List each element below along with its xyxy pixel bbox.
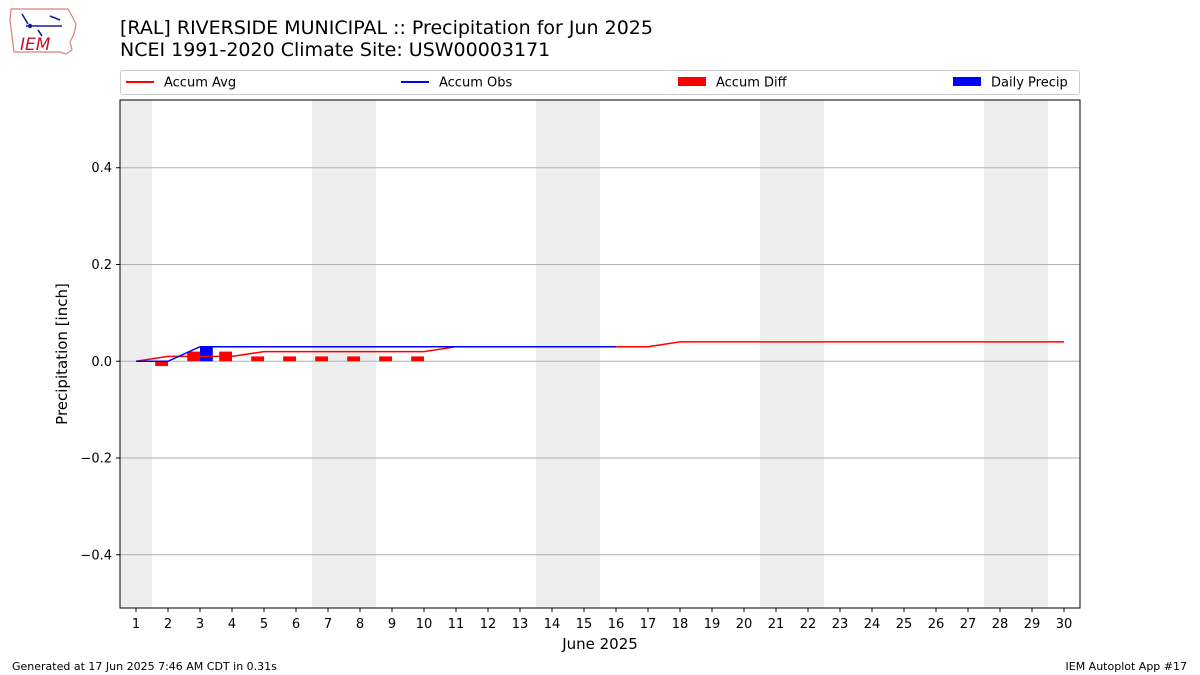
plot-frame <box>119 99 1081 609</box>
legend-label-3: Daily Precip <box>991 76 1068 91</box>
x-tick-label-12: 13 <box>512 617 529 632</box>
x-tick-label-6: 7 <box>324 617 332 632</box>
accum-diff-bar-3 <box>251 356 264 362</box>
footer-generated: Generated at 17 Jun 2025 7:46 AM CDT in … <box>12 660 277 673</box>
y-tick-label-3: 0.2 <box>91 258 112 273</box>
lines <box>135 341 1064 363</box>
weekend-shading <box>120 100 1048 608</box>
x-tick-label-21: 22 <box>800 617 817 632</box>
y-axis-label: Precipitation [inch] <box>53 283 71 425</box>
x-tick-label-2: 3 <box>196 617 204 632</box>
title-line-1: [RAL] RIVERSIDE MUNICIPAL :: Precipitati… <box>120 17 653 39</box>
weekend-band-1 <box>312 100 376 608</box>
x-tick-label-22: 23 <box>832 617 849 632</box>
logo-text: IEM <box>20 35 51 55</box>
x-tick-label-28: 29 <box>1024 617 1041 632</box>
y-tick-label-4: 0.4 <box>91 161 112 176</box>
legend-label-0: Accum Avg <box>164 76 236 91</box>
title-line-2: NCEI 1991-2020 Climate Site: USW00003171 <box>120 39 551 61</box>
daily-precip-bar-0 <box>200 346 213 362</box>
x-tick-label-3: 4 <box>228 617 236 632</box>
accum-diff-bar-6 <box>347 356 360 362</box>
x-tick-label-24: 25 <box>896 617 913 632</box>
legend-swatch-3 <box>953 77 981 86</box>
x-axis-label: June 2025 <box>561 635 638 653</box>
x-tick-label-4: 5 <box>260 617 268 632</box>
x-tick-label-0: 1 <box>132 617 140 632</box>
y-tick-label-2: 0.0 <box>91 355 112 370</box>
x-tick-label-26: 27 <box>960 617 977 632</box>
x-tick-label-10: 11 <box>448 617 465 632</box>
x-tick-label-25: 26 <box>928 617 945 632</box>
legend: Accum Avg Accum Obs Accum Diff Daily Precip <box>120 70 1080 95</box>
x-tick-label-9: 10 <box>416 617 433 632</box>
accum-diff-bar-5 <box>315 356 328 362</box>
x-tick-label-17: 18 <box>672 617 689 632</box>
accum-obs-line <box>136 345 616 363</box>
iem-logo: IEM <box>9 8 77 55</box>
x-tick-label-20: 21 <box>768 617 785 632</box>
x-tick-label-7: 8 <box>356 617 364 632</box>
x-tick-label-5: 6 <box>292 617 300 632</box>
x-tick-label-27: 28 <box>992 617 1009 632</box>
x-tick-label-11: 12 <box>480 617 497 632</box>
x-tick-label-1: 2 <box>164 617 172 632</box>
chart-title: [RAL] RIVERSIDE MUNICIPAL :: Precipitati… <box>120 17 653 61</box>
x-axis: 1 2 3 4 5 6 7 8 9 10 11 12 13 14 15 16 17 18 19 20 21 22 23 24 2… <box>132 608 1072 632</box>
x-tick-label-23: 24 <box>864 617 881 632</box>
accum-diff-bar-7 <box>379 356 392 362</box>
weekend-band-3 <box>760 100 824 608</box>
accum-diff-bar-0 <box>155 361 168 367</box>
y-axis: −0.4 −0.2 0.0 0.2 0.4 <box>80 161 120 563</box>
y-tick-label-0: −0.4 <box>80 548 112 563</box>
legend-box <box>120 70 1080 95</box>
footer-app: IEM Autoplot App #17 <box>1065 660 1188 673</box>
x-tick-label-19: 20 <box>736 617 753 632</box>
x-tick-label-14: 15 <box>576 617 593 632</box>
x-tick-label-18: 19 <box>704 617 721 632</box>
weekend-band-4 <box>984 100 1048 608</box>
x-tick-label-13: 14 <box>544 617 561 632</box>
weekend-band-2 <box>536 100 600 608</box>
x-tick-label-16: 17 <box>640 617 657 632</box>
y-gridlines <box>120 167 1080 556</box>
x-tick-label-8: 9 <box>388 617 396 632</box>
weekend-band-0 <box>120 100 152 608</box>
x-tick-label-15: 16 <box>608 617 625 632</box>
legend-swatch-2 <box>678 77 706 86</box>
accum-diff-bar-4 <box>283 356 296 362</box>
legend-label-1: Accum Obs <box>439 76 512 91</box>
y-tick-label-1: −0.2 <box>80 452 112 467</box>
x-tick-label-29: 30 <box>1056 617 1073 632</box>
legend-label-2: Accum Diff <box>716 76 788 91</box>
accum-diff-bar-8 <box>411 356 424 362</box>
